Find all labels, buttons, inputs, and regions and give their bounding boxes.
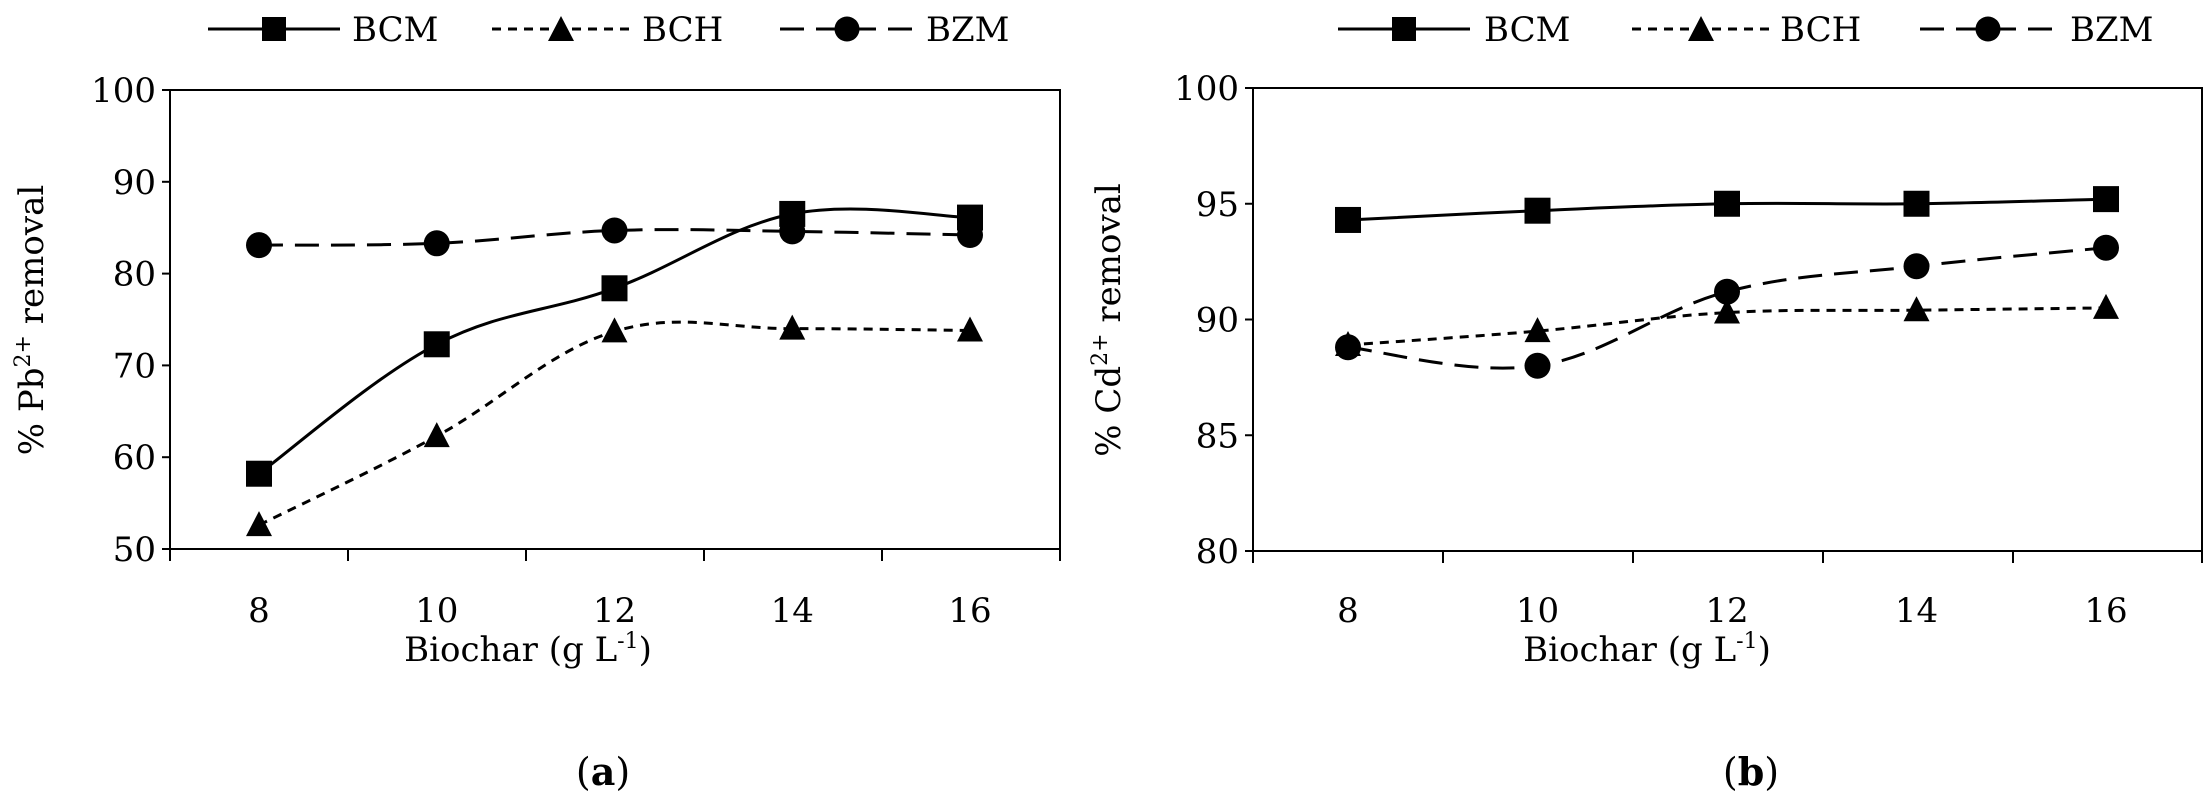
- point-bzm-b: [1903, 253, 1930, 280]
- x-tick-label-b: 16: [2084, 591, 2127, 631]
- x-tick-label-b: 12: [1705, 591, 1748, 631]
- x-tick-label-b: 14: [1895, 591, 1938, 631]
- point-bcm-a: [601, 275, 628, 302]
- y-tick-label-a: 80: [113, 255, 156, 295]
- legend-marker-bzm-b: [1975, 16, 2001, 42]
- point-bcm-b: [1714, 190, 1740, 217]
- x-tick-label-a: 16: [948, 591, 991, 631]
- legend-a: BCM BCH BZM: [208, 10, 1009, 50]
- series-line-bch-a: [258, 320, 971, 527]
- point-bch-a: [246, 511, 272, 537]
- plot-area-a: [169, 89, 1061, 550]
- legend-item-bcm-a: BCM: [208, 10, 438, 50]
- series-line-bzm-b: [1347, 246, 2107, 370]
- point-bzm-b: [2093, 234, 2119, 261]
- legend-marker-bcm-a: [262, 17, 286, 41]
- legend-item-bcm-b: BCM: [1338, 10, 1570, 50]
- x-tick-label-b: 8: [1337, 591, 1359, 631]
- point-bcm-b: [1903, 190, 1930, 217]
- y-tick-label-a: 70: [113, 346, 156, 386]
- legend-label-bch-b: BCH: [1780, 10, 1861, 50]
- legend-label-bcm-b: BCM: [1484, 10, 1570, 50]
- legend-item-bzm-b: BZM: [1920, 10, 2153, 50]
- point-bzm-a: [957, 222, 983, 249]
- point-bch-a: [601, 317, 628, 343]
- legend-marker-bcm-b: [1392, 17, 1416, 41]
- point-bch-b: [1524, 317, 1551, 343]
- point-bch-b: [1714, 298, 1740, 324]
- legend-marker-bch-a: [548, 16, 574, 41]
- y-tick-label-b: 85: [1196, 416, 1239, 456]
- point-bch-b: [1903, 296, 1930, 322]
- panel-label-b: (b): [1723, 749, 1779, 794]
- point-bzm-a: [779, 218, 806, 245]
- y-tick-label-b: 95: [1196, 185, 1239, 225]
- panel-b: BCM BCH BZM 80 85 90 95 100 8 10 12 14 16 % Cd2+ …: [1088, 10, 2203, 794]
- x-tick-label-a: 12: [593, 591, 636, 631]
- y-tick-label-a: 100: [91, 71, 156, 111]
- y-tick-label-a: 50: [113, 530, 156, 570]
- point-bch-b: [2093, 293, 2119, 319]
- point-bcm-b: [1335, 206, 1361, 233]
- point-bcm-b: [1524, 197, 1551, 224]
- point-bzm-b: [1714, 278, 1740, 305]
- point-bzm-a: [423, 230, 450, 257]
- point-bcm-a: [423, 331, 450, 358]
- panel-label-a: (a): [576, 749, 630, 794]
- legend-b: BCM BCH BZM: [1338, 10, 2153, 50]
- y-axis-label-b: % Cd2+ removal: [1088, 183, 1129, 457]
- x-tick-label-a: 10: [415, 591, 458, 631]
- point-bzm-b: [1335, 334, 1361, 361]
- legend-label-bzm-a: BZM: [926, 10, 1009, 50]
- legend-label-bcm-a: BCM: [352, 10, 438, 50]
- x-axis-label-a: Biochar (g L-1): [404, 629, 652, 670]
- panel-a: BCM BCH BZM 50 60 70 80 90 100 8 10 12 14 16 % Pb2…: [11, 10, 1061, 794]
- point-bcm-a: [246, 460, 272, 487]
- x-tick-label-b: 10: [1516, 591, 1559, 631]
- legend-item-bzm-a: BZM: [780, 10, 1009, 50]
- legend-marker-bch-b: [1688, 16, 1714, 41]
- y-axis-label-a: % Pb2+ removal: [11, 185, 52, 455]
- point-bch-a: [779, 314, 806, 340]
- point-bzm-a: [246, 232, 272, 259]
- x-axis-label-b: Biochar (g L-1): [1523, 629, 1771, 670]
- series-line-bzm-a: [258, 228, 971, 247]
- point-bzm-b: [1524, 352, 1551, 379]
- y-tick-label-b: 80: [1196, 532, 1239, 572]
- point-bzm-a: [601, 217, 628, 244]
- legend-label-bch-a: BCH: [642, 10, 723, 50]
- legend-marker-bzm-a: [834, 16, 860, 42]
- point-bch-a: [957, 316, 983, 342]
- y-tick-label-a: 60: [113, 438, 156, 478]
- x-tick-label-a: 8: [248, 591, 270, 631]
- legend-item-bch-b: BCH: [1632, 10, 1861, 50]
- y-tick-label-b: 100: [1174, 69, 1239, 109]
- x-tick-label-a: 14: [771, 591, 814, 631]
- legend-item-bch-a: BCH: [492, 10, 723, 50]
- point-bch-a: [423, 422, 450, 448]
- point-bcm-b: [2093, 186, 2119, 213]
- y-tick-label-b: 90: [1196, 301, 1239, 341]
- y-tick-label-a: 90: [113, 163, 156, 203]
- legend-label-bzm-b: BZM: [2070, 10, 2153, 50]
